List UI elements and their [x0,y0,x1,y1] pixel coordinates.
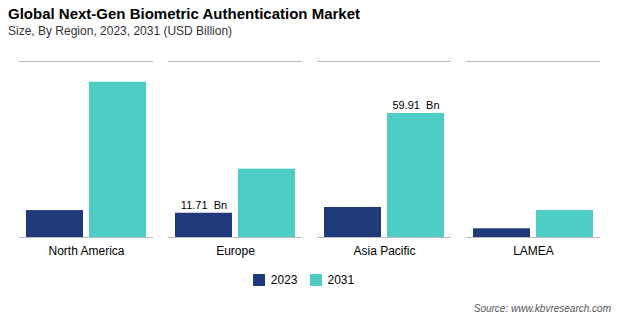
svg-text:Europe: Europe [216,244,255,258]
svg-text:Asia Pacific: Asia Pacific [353,244,415,258]
html-text:Global Next-Gen Biometric Auth: Global Next-Gen Biometric Authentication… [8,5,360,22]
svg-text:LAMEA: LAMEA [513,244,554,258]
html-text:2031: 2031 [327,272,355,287]
svg-text:59.91 Bn: 59.91 Bn [392,99,439,111]
html-text:Size, By Region, 2023, 2031 (U: Size, By Region, 2023, 2031 (USD Billion… [8,24,233,38]
svg-text:North America: North America [48,244,124,258]
svg-text:11.71 Bn: 11.71 Bn [181,199,227,211]
html-text:2023: 2023 [270,272,298,287]
html-text:Source: www.kbvresearch.com: Source: www.kbvresearch.com [473,303,611,314]
